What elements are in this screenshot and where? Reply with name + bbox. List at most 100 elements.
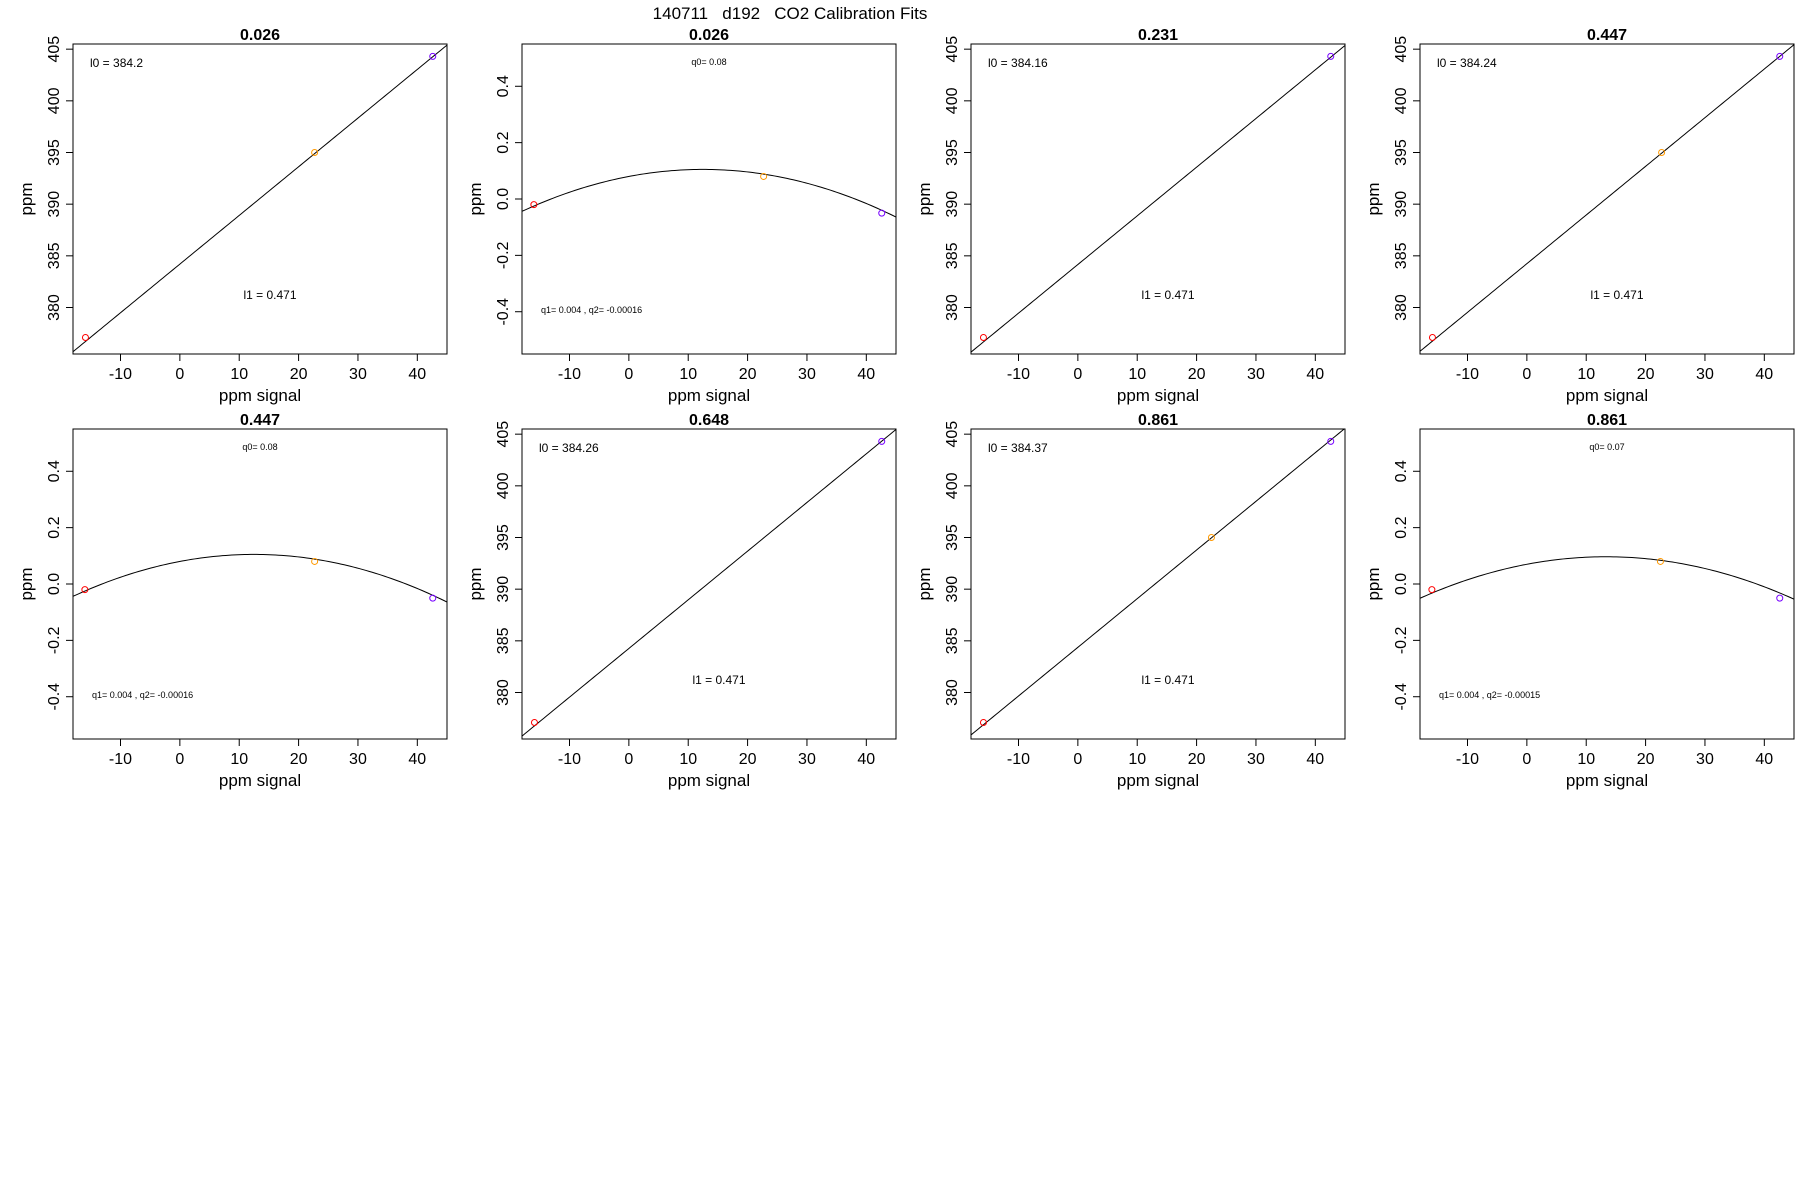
x-tick-label: 10 (1577, 751, 1595, 768)
y-axis-label: ppm (1364, 182, 1383, 215)
data-point (1776, 594, 1784, 602)
annotation-q0: q0= 0.08 (691, 57, 726, 67)
fit-line (1420, 44, 1794, 352)
y-axis-label: ppm (466, 567, 485, 600)
fit-line (73, 44, 447, 353)
y-axis-label: ppm (17, 567, 36, 600)
y-tick-label: 385 (944, 627, 961, 654)
x-tick-label: 20 (739, 751, 757, 768)
y-tick-label: 385 (495, 627, 512, 654)
y-tick-label: 400 (944, 472, 961, 499)
data-point (1656, 557, 1664, 565)
y-tick-label: -0.2 (495, 241, 512, 269)
x-axis-label: ppm signal (1117, 386, 1199, 405)
fit-layer (73, 44, 447, 353)
y-tick-label: 380 (944, 679, 961, 706)
x-tick-label: 40 (1306, 751, 1324, 768)
x-tick-label: 30 (798, 751, 816, 768)
plot-frame (1419, 43, 1795, 355)
x-tick-label: 30 (1696, 751, 1714, 768)
data-point (530, 718, 538, 726)
x-tick-label: -10 (1456, 366, 1479, 383)
data-point (979, 718, 987, 726)
annotation-q0: q0= 0.07 (1589, 442, 1624, 452)
y-tick-label: 0.4 (495, 75, 512, 97)
x-tick-label: -10 (1007, 366, 1030, 383)
y-tick-label: 405 (495, 421, 512, 448)
annotation-slope: l1 = 0.471 (1590, 288, 1643, 302)
x-tick-label: -10 (1456, 751, 1479, 768)
x-tick-label: 30 (1696, 366, 1714, 383)
x-tick-label: 40 (1755, 366, 1773, 383)
y-tick-label: 0.0 (1393, 573, 1410, 595)
annotation-q1-q2: q1= 0.004 , q2= -0.00016 (92, 690, 193, 700)
y-tick-label: 380 (1393, 294, 1410, 321)
fit-line (522, 168, 896, 218)
fit-layer (522, 168, 896, 218)
fit-layer (522, 429, 896, 737)
panel-title: 0.026 (240, 27, 280, 44)
y-tick-label: 390 (1393, 191, 1410, 218)
x-tick-label: 10 (1128, 751, 1146, 768)
x-tick-label: 0 (1522, 751, 1531, 768)
y-tick-label: 400 (495, 472, 512, 499)
y-axis-label: ppm (1364, 567, 1383, 600)
y-tick-label: -0.4 (495, 298, 512, 326)
y-tick-label: 395 (46, 139, 63, 166)
annotation-intercept: l0 = 384.2 (90, 56, 143, 70)
annotation-q1-q2: q1= 0.004 , q2= -0.00016 (541, 305, 642, 315)
fit-layer (1420, 44, 1794, 352)
figure-title: 140711 d192 CO2 Calibration Fits (653, 4, 928, 23)
annotation-intercept: l0 = 384.24 (1437, 56, 1497, 70)
y-tick-label: 0.2 (495, 131, 512, 153)
y-tick-label: 390 (46, 191, 63, 218)
fit-line (522, 429, 896, 737)
x-tick-label: 40 (857, 751, 875, 768)
y-tick-label: 395 (1393, 139, 1410, 166)
chart-panel: 0.861 -10 0 10 20 30 40 ppm signal 380 385 390 395 4… (915, 412, 1346, 790)
annotation-slope: l1 = 0.471 (243, 288, 296, 302)
y-tick-label: 405 (1393, 36, 1410, 63)
plot-frame (970, 43, 1346, 355)
y-tick-label: 0.2 (46, 516, 63, 538)
chart-panel: 0.026 -10 0 10 20 30 40 ppm signal -0.4 -0.2 0.0 0.… (466, 27, 897, 405)
y-tick-label: -0.2 (1393, 626, 1410, 654)
y-tick-label: 405 (944, 36, 961, 63)
x-axis-label: ppm signal (1117, 771, 1199, 790)
panel-title: 0.026 (689, 27, 729, 44)
y-tick-label: 390 (944, 576, 961, 603)
chart-panel: 0.026 -10 0 10 20 30 40 ppm signal 380 385 390 395 4… (17, 27, 448, 405)
data-point (81, 586, 89, 594)
y-tick-label: -0.4 (46, 683, 63, 711)
data-point (878, 209, 886, 217)
x-tick-label: 40 (408, 366, 426, 383)
annotation-slope: l1 = 0.471 (692, 673, 745, 687)
x-axis-label: ppm signal (668, 386, 750, 405)
x-tick-label: -10 (558, 751, 581, 768)
y-tick-label: 400 (944, 87, 961, 114)
data-point (81, 333, 89, 341)
x-tick-label: 0 (624, 366, 633, 383)
x-tick-label: 0 (1073, 751, 1082, 768)
x-tick-label: 10 (1577, 366, 1595, 383)
data-point (530, 201, 538, 209)
y-tick-label: 385 (944, 242, 961, 269)
plot-frame (970, 428, 1346, 740)
x-tick-label: 0 (1522, 366, 1531, 383)
y-tick-label: 390 (495, 576, 512, 603)
y-tick-label: 380 (495, 679, 512, 706)
x-axis-label: ppm signal (1566, 386, 1648, 405)
x-tick-label: 20 (1637, 366, 1655, 383)
chart-panel: 0.231 -10 0 10 20 30 40 ppm signal 380 385 390 395 4… (915, 27, 1346, 405)
x-tick-label: 10 (230, 366, 248, 383)
x-tick-label: 10 (679, 751, 697, 768)
y-axis-label: ppm (915, 567, 934, 600)
fit-layer (971, 45, 1345, 353)
panel-grid: 0.026 -10 0 10 20 30 40 ppm signal 380 385 390 395 4… (17, 27, 1795, 790)
x-tick-label: -10 (558, 366, 581, 383)
x-tick-label: 0 (175, 366, 184, 383)
x-tick-label: 10 (679, 366, 697, 383)
data-point (1428, 333, 1436, 341)
x-tick-label: 20 (739, 366, 757, 383)
y-tick-label: 0.0 (495, 188, 512, 210)
